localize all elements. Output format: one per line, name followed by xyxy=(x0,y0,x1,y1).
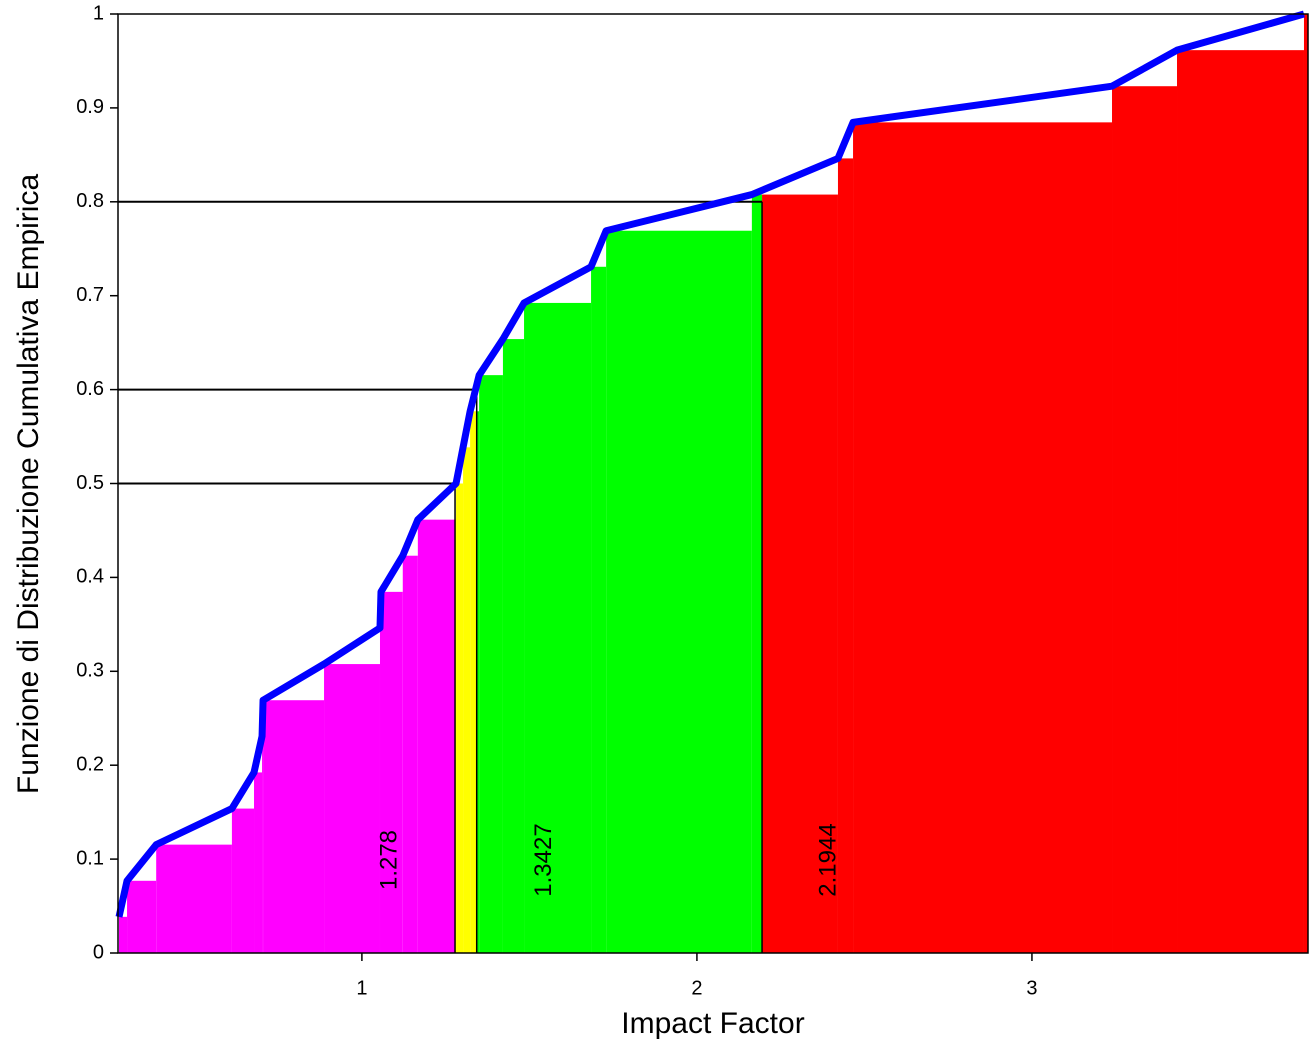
y-tick-label: 0.5 xyxy=(76,472,104,494)
step-bar xyxy=(762,194,838,953)
y-tick-label: 0.2 xyxy=(76,753,104,775)
y-tick-label: 0.4 xyxy=(76,566,104,588)
step-bar xyxy=(254,772,263,953)
quantile-label: 1.278 xyxy=(375,830,402,890)
step-bar xyxy=(127,880,157,953)
step-bar xyxy=(417,519,456,953)
step-bar xyxy=(751,194,763,953)
step-bar xyxy=(606,230,752,954)
step-bar xyxy=(380,591,403,953)
step-bar xyxy=(402,555,418,953)
step-bar xyxy=(524,302,592,953)
y-tick-label: 0.9 xyxy=(76,96,104,118)
y-tick-label: 0.6 xyxy=(76,378,104,400)
y-tick-label: 0.1 xyxy=(76,847,104,869)
x-tick-label: 2 xyxy=(691,977,702,999)
step-bar xyxy=(502,339,525,953)
step-bar xyxy=(324,664,380,953)
step-bar xyxy=(379,627,381,953)
step-bar xyxy=(231,808,255,953)
step-bar xyxy=(470,411,477,953)
step-bar xyxy=(853,122,1113,954)
step-bar xyxy=(479,375,503,953)
step-bar xyxy=(263,700,325,953)
x-tick-label: 1 xyxy=(356,977,367,999)
x-axis-title: Impact Factor xyxy=(621,1007,804,1040)
y-tick-label: 0.3 xyxy=(76,660,104,682)
y-tick-label: 0.8 xyxy=(76,190,104,212)
quantile-label: 1.3427 xyxy=(530,823,557,896)
y-tick-label: 0.7 xyxy=(76,284,104,306)
step-bar xyxy=(156,844,232,953)
step-bar xyxy=(463,447,471,953)
step-bar xyxy=(119,916,128,953)
step-bar xyxy=(1112,86,1178,953)
x-tick-label: 3 xyxy=(1026,977,1037,999)
step-bar xyxy=(262,736,264,953)
step-bar xyxy=(456,483,464,953)
y-axis-title: Funzione di Distribuzione Cumulativa Emp… xyxy=(12,174,45,795)
ecdf-line xyxy=(115,10,1305,918)
y-tick-label: 0 xyxy=(93,941,104,963)
step-bar xyxy=(1303,14,1308,953)
y-tick-label: 1 xyxy=(93,2,104,24)
step-bar xyxy=(591,266,607,953)
step-bar xyxy=(1177,50,1304,954)
quantile-label: 2.1944 xyxy=(814,823,841,896)
step-bar xyxy=(837,158,854,953)
step-bar xyxy=(476,411,480,953)
